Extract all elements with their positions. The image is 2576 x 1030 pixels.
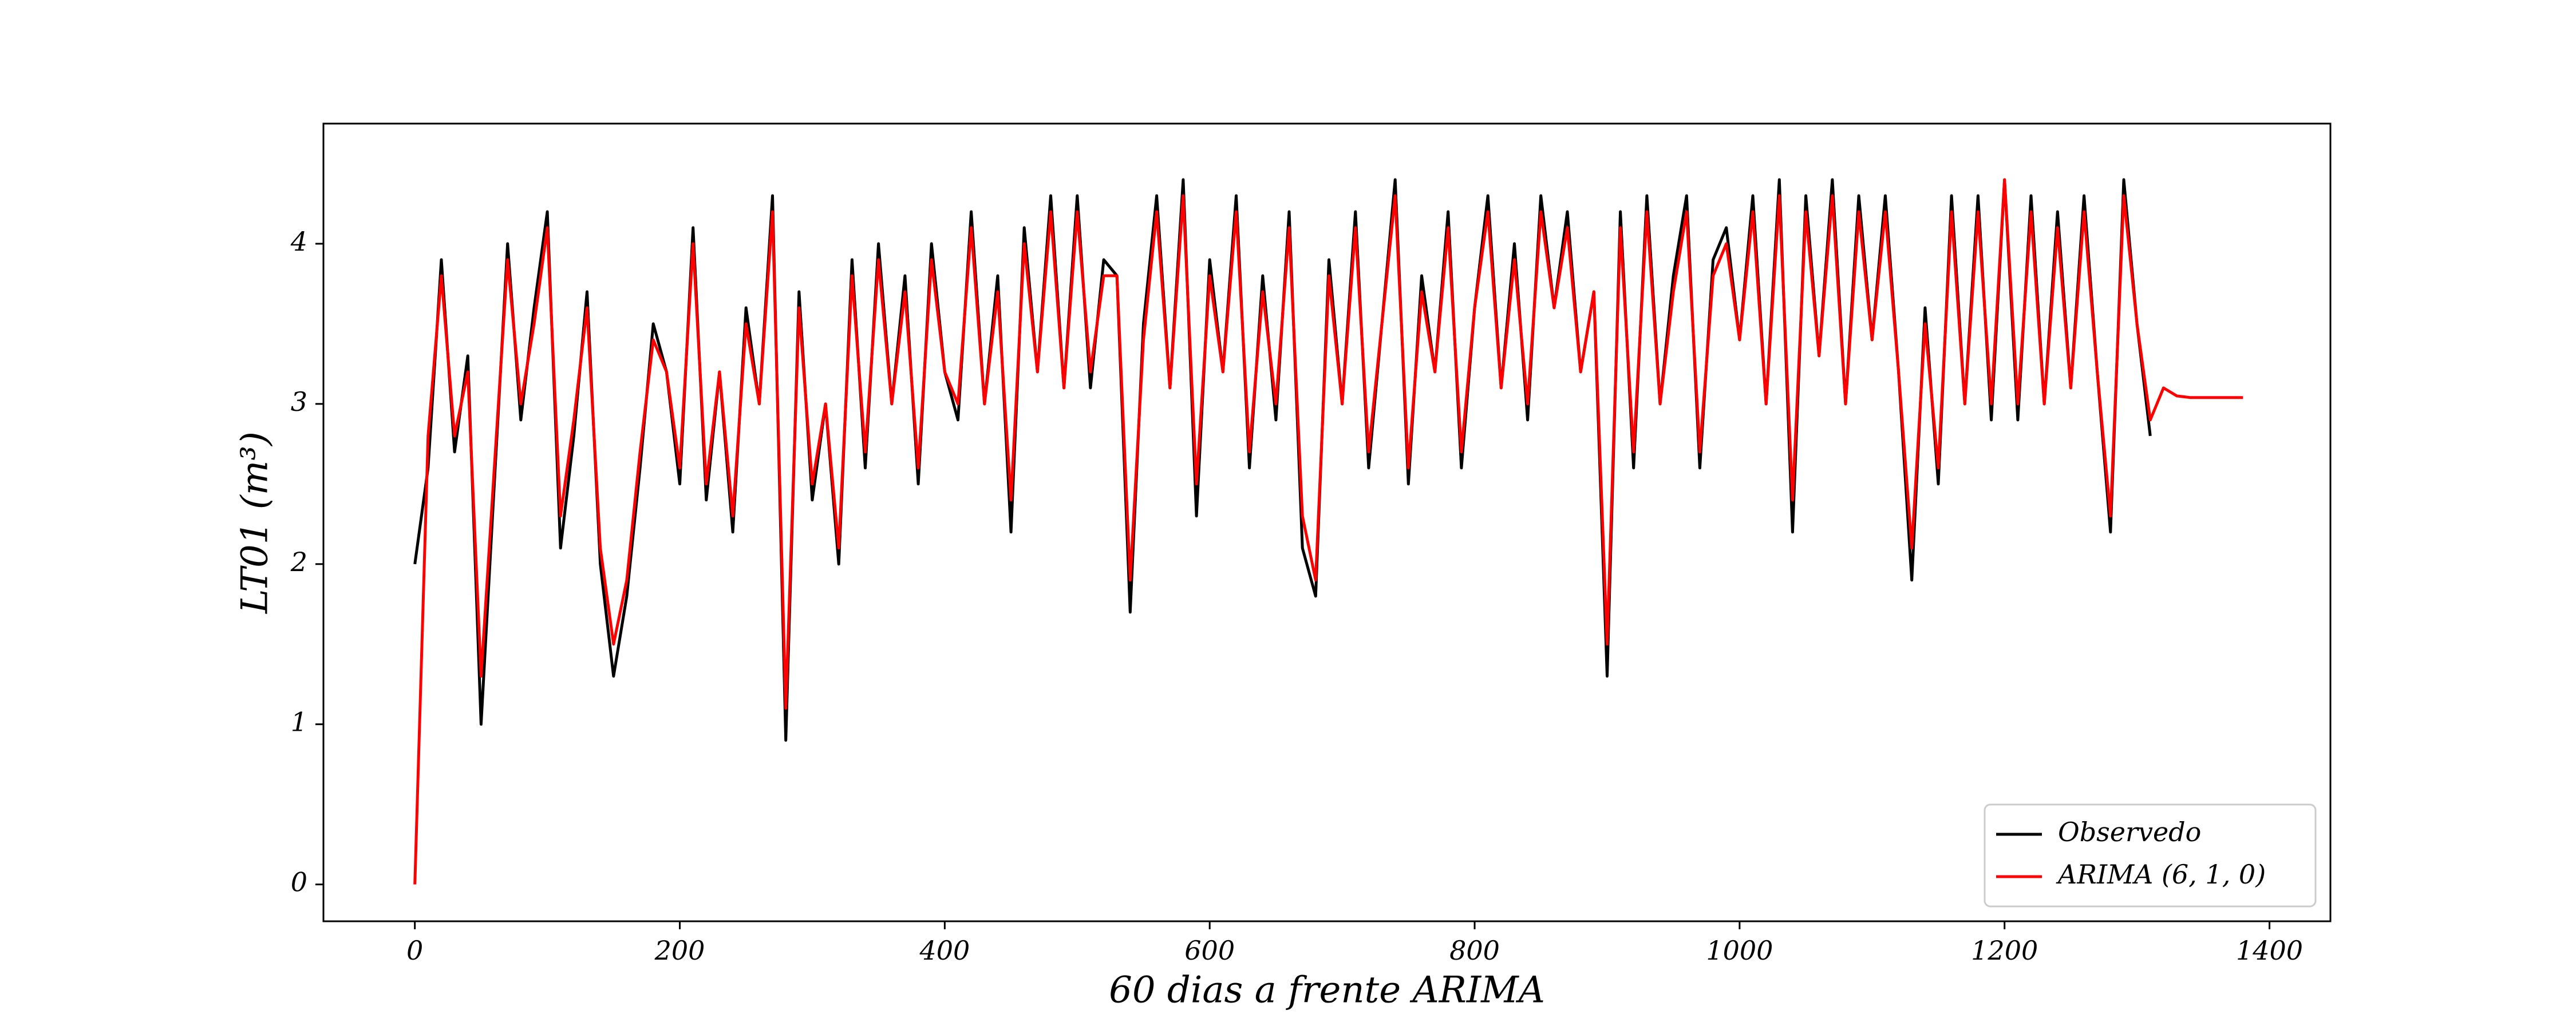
- y-tick-label: 3: [291, 386, 307, 417]
- y-axis-label: LT01 (m³): [234, 431, 276, 614]
- legend-label: ARIMA (6, 1, 0): [2056, 859, 2266, 890]
- x-tick-label: 600: [1184, 935, 1235, 966]
- y-tick-label: 2: [290, 546, 307, 577]
- x-tick-label: 1200: [1971, 935, 2038, 966]
- y-tick-label: 1: [291, 707, 307, 738]
- plot-frame: [322, 122, 2332, 922]
- legend-label: Observedo: [2058, 817, 2201, 847]
- data-line: [413, 178, 2243, 885]
- legend-box: [1984, 803, 2317, 908]
- x-tick-label: 0: [406, 935, 423, 966]
- x-tick-label: 1400: [2236, 935, 2303, 966]
- legend: Observedo ARIMA (6, 1, 0): [1984, 803, 2317, 908]
- x-tick-label: 400: [919, 935, 970, 966]
- y-tick-label: 0: [291, 867, 307, 898]
- x-axis-label: 60 dias a frente ARIMA: [1109, 969, 1545, 1012]
- y-tick-label: 4: [290, 226, 307, 257]
- x-tick-label: 800: [1449, 935, 1500, 966]
- x-tick-label: 1000: [1706, 935, 1773, 966]
- x-tick-label: 200: [654, 935, 705, 966]
